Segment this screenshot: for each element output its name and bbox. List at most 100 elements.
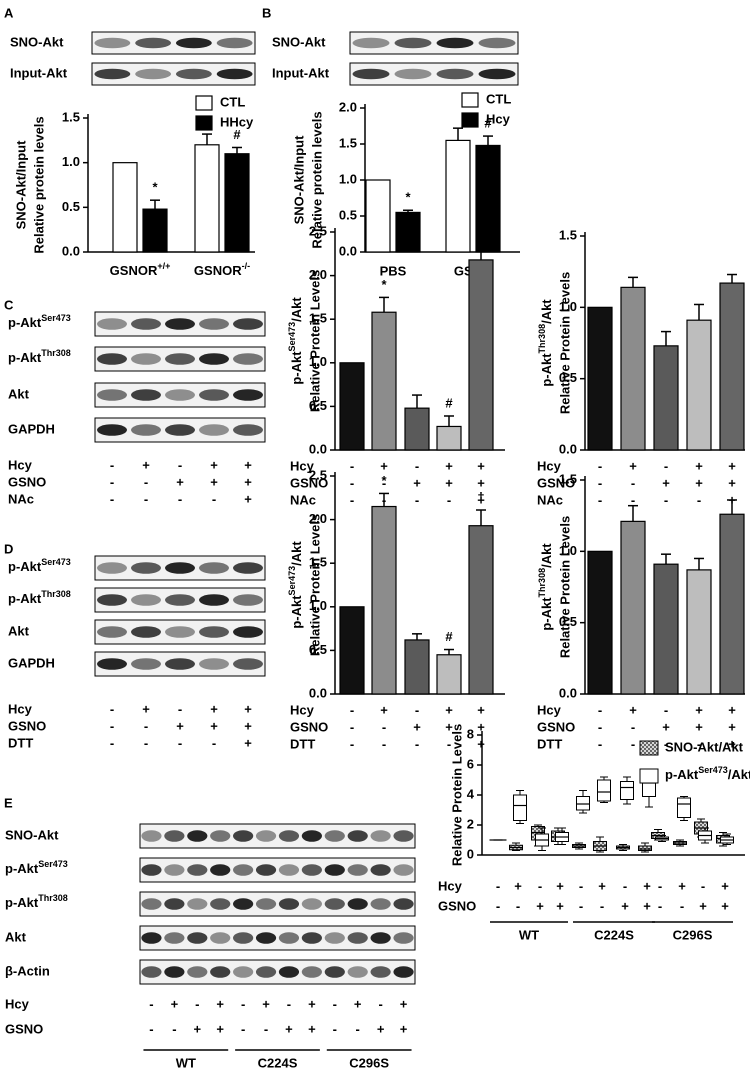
legend-swatch (195, 115, 213, 131)
condition-sign: + (728, 702, 736, 717)
blot-band (436, 68, 474, 80)
condition-sign: + (728, 736, 736, 751)
x-tick-label: GSNOR-/- (194, 261, 250, 278)
condition-sign: - (195, 996, 199, 1011)
blot-band (324, 932, 345, 944)
condition-sign: + (413, 475, 421, 490)
blot-band (393, 830, 414, 842)
blot-band (175, 37, 212, 49)
bar (194, 144, 220, 253)
blot-row-label-part: Ser473 (41, 557, 71, 567)
blot-band (370, 966, 391, 978)
blot-row-label-part: Thr308 (41, 348, 71, 358)
condition-name: DTT (8, 735, 33, 750)
blot-band (393, 864, 414, 876)
condition-sign: + (695, 702, 703, 717)
blot-band (233, 318, 263, 330)
blot-band (233, 966, 254, 978)
condition-name: Hcy (438, 878, 463, 893)
blot-frame (139, 857, 416, 883)
condition-name: Hcy (290, 702, 315, 717)
group-label: WT (519, 927, 539, 942)
condition-sign: + (678, 878, 686, 893)
condition-sign: + (721, 898, 729, 913)
blot-band (255, 898, 277, 910)
y-axis-label-part: /Akt (289, 541, 304, 566)
condition-name: GSNO (8, 474, 46, 489)
group-label: WT (176, 1055, 196, 1070)
y-tick-label: 1.5 (559, 471, 577, 486)
condition-name: NAc (537, 492, 563, 507)
condition-sign: - (415, 458, 419, 473)
condition-sign: + (477, 702, 485, 717)
condition-sign: - (680, 898, 684, 913)
blot-band (199, 594, 229, 606)
condition-sign: - (598, 702, 602, 717)
bar (445, 139, 471, 253)
blot-frame (91, 31, 256, 55)
blot-band (216, 68, 253, 80)
blot-band (141, 830, 162, 842)
annotation: † (477, 225, 484, 240)
bar (224, 153, 250, 253)
condition-sign: - (144, 491, 148, 506)
bar (468, 525, 494, 695)
blot-band (301, 898, 322, 910)
condition-sign: - (600, 898, 604, 913)
blot-band (255, 864, 277, 876)
x-tick-label-part: +/+ (157, 261, 170, 271)
blot-band (301, 830, 322, 842)
y-tick-label: 0.5 (559, 370, 577, 385)
condition-sign: - (664, 736, 668, 751)
panel-label: E (4, 795, 13, 810)
blot-row-label: Akt (8, 623, 30, 638)
blot-band (347, 830, 368, 842)
blot-row-label: p-AktThr308 (5, 893, 68, 910)
annotation: # (445, 629, 453, 644)
blot-band (233, 353, 263, 365)
condition-sign: + (244, 735, 252, 750)
condition-sign: - (415, 702, 419, 717)
blot-band (97, 562, 127, 574)
condition-sign: - (110, 474, 114, 489)
condition-sign: - (701, 878, 705, 893)
group-label: C296S (349, 1055, 389, 1070)
y-axis-label: Relative Protein Levels (557, 516, 572, 658)
y-axis-label-part: /Akt (289, 297, 304, 322)
blot-band (233, 626, 263, 638)
group-label: C224S (258, 1055, 298, 1070)
blot-band (255, 932, 277, 944)
bar (620, 286, 646, 451)
condition-sign: + (176, 718, 184, 733)
y-axis-label-part: p-Akt (539, 597, 554, 631)
condition-sign: - (415, 736, 419, 751)
y-axis-label-part: /Akt (539, 299, 554, 324)
condition-sign: + (142, 457, 150, 472)
y-axis-label: Relative Protein Levels (449, 724, 464, 866)
blot-band (97, 424, 127, 436)
condition-sign: + (244, 491, 252, 506)
condition-sign: - (697, 736, 701, 751)
blot-band (164, 830, 185, 842)
condition-sign: - (241, 1021, 245, 1036)
blot-band (164, 864, 185, 876)
condition-sign: - (664, 458, 668, 473)
blot-row-label-part: Thr308 (41, 589, 71, 599)
condition-name: Hcy (537, 458, 562, 473)
y-axis-label: SNO-Akt/Input (13, 140, 28, 229)
bar (112, 162, 138, 253)
condition-sign: - (264, 1021, 268, 1036)
group-label: C296S (673, 927, 713, 942)
annotation: * (405, 190, 411, 205)
blot-row-label-part: p-Akt (5, 895, 39, 910)
y-tick-label: 2.5 (309, 467, 327, 482)
bar (404, 639, 430, 695)
legend-label: CTL (486, 91, 511, 106)
blot-band (164, 898, 185, 910)
condition-sign: + (354, 996, 362, 1011)
blot-band (233, 830, 254, 842)
condition-sign: - (110, 718, 114, 733)
blot-band (233, 658, 263, 670)
y-axis-label: Relative Protein Levels (557, 272, 572, 414)
